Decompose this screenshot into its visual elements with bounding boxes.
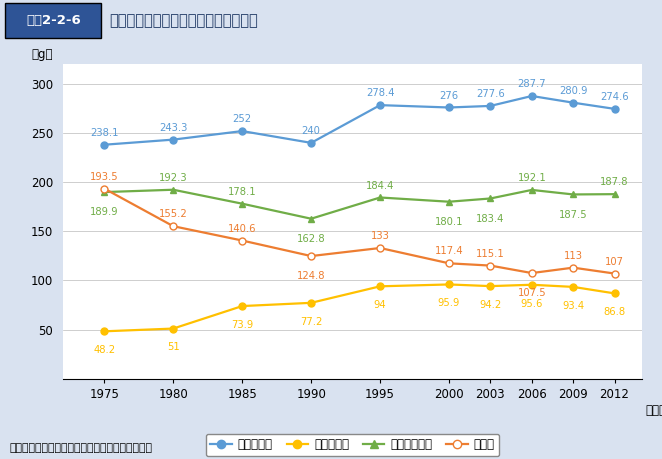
Text: 192.1: 192.1 xyxy=(518,173,546,183)
Text: 276: 276 xyxy=(440,90,459,101)
Text: 278.4: 278.4 xyxy=(366,88,395,98)
Text: 193.5: 193.5 xyxy=(90,172,118,182)
Text: （年）: （年） xyxy=(645,403,662,417)
Text: 95.9: 95.9 xyxy=(438,298,460,308)
Text: 274.6: 274.6 xyxy=(600,92,629,102)
FancyBboxPatch shape xyxy=(5,3,101,38)
Text: 140.6: 140.6 xyxy=(228,224,256,234)
Text: 187.8: 187.8 xyxy=(600,177,629,187)
Text: 277.6: 277.6 xyxy=(476,89,505,99)
Text: 189.9: 189.9 xyxy=(90,207,118,218)
Text: 77.2: 77.2 xyxy=(300,317,322,327)
Text: 133: 133 xyxy=(371,231,389,241)
Text: 287.7: 287.7 xyxy=(518,79,546,89)
Text: 93.4: 93.4 xyxy=(562,301,585,311)
Text: 94.2: 94.2 xyxy=(479,300,502,310)
Text: 183.4: 183.4 xyxy=(476,214,504,224)
Text: 95.6: 95.6 xyxy=(520,299,543,308)
Text: 115.1: 115.1 xyxy=(476,249,505,258)
Legend: 野菜類合計, 緑黄色野菜, その他の野菜, 果実類: 野菜類合計, 緑黄色野菜, その他の野菜, 果実類 xyxy=(206,434,499,456)
Text: 243.3: 243.3 xyxy=(159,123,187,133)
Text: 86.8: 86.8 xyxy=(604,307,626,317)
Text: 187.5: 187.5 xyxy=(559,210,587,220)
Text: 94: 94 xyxy=(374,300,387,310)
Text: 280.9: 280.9 xyxy=(559,86,587,96)
Text: （g）: （g） xyxy=(31,48,52,61)
Text: 162.8: 162.8 xyxy=(297,234,326,244)
Text: 252: 252 xyxy=(232,114,252,124)
Text: 180.1: 180.1 xyxy=(435,217,463,227)
Text: 48.2: 48.2 xyxy=(93,345,115,355)
Text: 図表2-2-6: 図表2-2-6 xyxy=(26,14,81,27)
Text: 51: 51 xyxy=(167,342,179,353)
Text: 124.8: 124.8 xyxy=(297,271,326,281)
Text: 240: 240 xyxy=(302,126,320,136)
Text: 73.9: 73.9 xyxy=(231,320,254,330)
Text: 184.4: 184.4 xyxy=(366,180,395,190)
Text: 113: 113 xyxy=(563,251,583,261)
Text: 178.1: 178.1 xyxy=(228,187,256,197)
Text: 238.1: 238.1 xyxy=(90,128,118,138)
Text: 107: 107 xyxy=(605,257,624,267)
Text: 117.4: 117.4 xyxy=(435,246,463,257)
Text: 107.5: 107.5 xyxy=(518,288,546,298)
Text: 資料：厚生労働省健康局「国民健康・栄養調査」: 資料：厚生労働省健康局「国民健康・栄養調査」 xyxy=(10,443,153,453)
Text: 155.2: 155.2 xyxy=(159,209,187,219)
Text: 192.3: 192.3 xyxy=(159,173,187,183)
Text: 成人の野菜類・果実類の摂取量平均値: 成人の野菜類・果実類の摂取量平均値 xyxy=(109,13,258,28)
